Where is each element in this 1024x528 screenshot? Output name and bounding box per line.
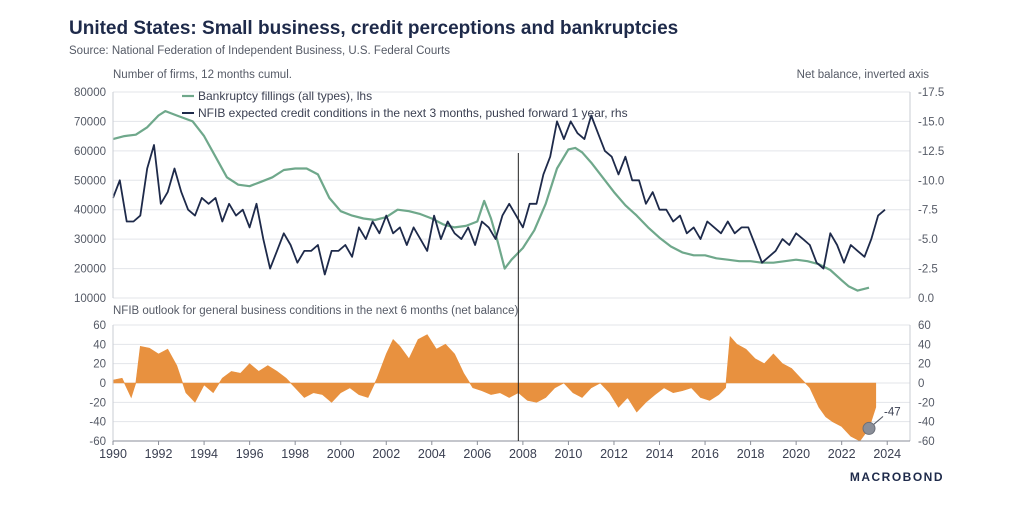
right-tick-label: -15.0 (918, 116, 944, 128)
legend-label-bankruptcy: Bankruptcy fillings (all types), lhs (198, 89, 372, 103)
annotation-layer: -47 (517, 153, 901, 441)
left-tick-label: 80000 (74, 87, 106, 99)
right-tick-label: -7.5 (918, 205, 938, 217)
bottom-left-tick-label: 60 (93, 320, 106, 332)
top-panel-grid (113, 91, 910, 299)
left-tick-label: 70000 (74, 116, 106, 128)
bottom-left-tick-label: 40 (93, 339, 106, 351)
x-tick-label: 2010 (555, 447, 583, 461)
chart-source: Source: National Federation of Independe… (69, 45, 450, 57)
right-tick-label: -5.0 (918, 234, 938, 246)
nfib-credit-line (112, 114, 886, 276)
chart-title: United States: Small business, credit pe… (69, 18, 679, 39)
bottom-right-tick-label: 60 (918, 320, 931, 332)
bottom-left-tick-label: 0 (100, 378, 106, 390)
left-tick-label: 20000 (74, 264, 106, 276)
x-tick-label: 2002 (372, 447, 400, 461)
legend: Bankruptcy fillings (all types), lhs NFIB… (182, 89, 628, 120)
bottom-right-tick-label: 40 (918, 339, 931, 351)
bottom-left-tick-label: -40 (89, 417, 106, 429)
annotation-marker (862, 421, 876, 435)
x-tick-label: 2014 (646, 447, 674, 461)
x-tick-label: 2016 (691, 447, 719, 461)
x-tick-label: 1998 (281, 447, 309, 461)
x-tick-label: 1992 (145, 447, 173, 461)
axes-layer: 8000070000600005000040000300002000010000… (74, 87, 944, 461)
x-tick-label: 2020 (782, 447, 810, 461)
right-tick-label: -2.5 (918, 264, 938, 276)
left-tick-label: 10000 (74, 293, 106, 305)
bottom-left-tick-label: -20 (89, 397, 106, 409)
x-tick-label: 1994 (190, 447, 218, 461)
x-tick-label: 2022 (828, 447, 856, 461)
x-tick-label: 1996 (236, 447, 264, 461)
left-tick-label: 60000 (74, 146, 106, 158)
bankruptcy-line (112, 110, 870, 292)
left-tick-label: 40000 (74, 205, 106, 217)
right-axis-label: Net balance, inverted axis (796, 69, 929, 81)
bottom-right-tick-label: -20 (918, 397, 935, 409)
x-tick-label: 2004 (418, 447, 446, 461)
bottom-right-tick-label: -60 (918, 436, 935, 448)
bottom-right-tick-label: 20 (918, 359, 931, 371)
lower-panel-title: NFIB outlook for general business condit… (113, 305, 519, 317)
x-tick-label: 2018 (737, 447, 765, 461)
left-tick-label: 50000 (74, 175, 106, 187)
x-tick-label: 2008 (509, 447, 537, 461)
macrobond-logo: MACROBOND (849, 470, 944, 484)
bottom-right-tick-label: -40 (918, 417, 935, 429)
x-tick-label: 2000 (327, 447, 355, 461)
right-tick-label: 0.0 (918, 293, 934, 305)
outlook-area (112, 334, 877, 442)
bottom-right-tick-label: 0 (918, 378, 924, 390)
x-tick-label: 2024 (873, 447, 901, 461)
bottom-left-tick-label: -60 (89, 436, 106, 448)
x-tick-label: 1990 (99, 447, 127, 461)
bottom-left-tick-label: 20 (93, 359, 106, 371)
right-tick-label: -10.0 (918, 175, 944, 187)
right-tick-label: -12.5 (918, 146, 944, 158)
left-axis-label: Number of firms, 12 months cumul. (113, 69, 292, 81)
annotation-label: -47 (884, 406, 901, 418)
top-lines-layer (112, 110, 886, 292)
legend-label-nfib: NFIB expected credit conditions in the n… (198, 106, 628, 120)
left-tick-label: 30000 (74, 234, 106, 246)
x-tick-label: 2012 (600, 447, 628, 461)
x-tick-label: 2006 (463, 447, 491, 461)
right-tick-label: -17.5 (918, 87, 944, 99)
outlook-area-layer (112, 334, 877, 442)
